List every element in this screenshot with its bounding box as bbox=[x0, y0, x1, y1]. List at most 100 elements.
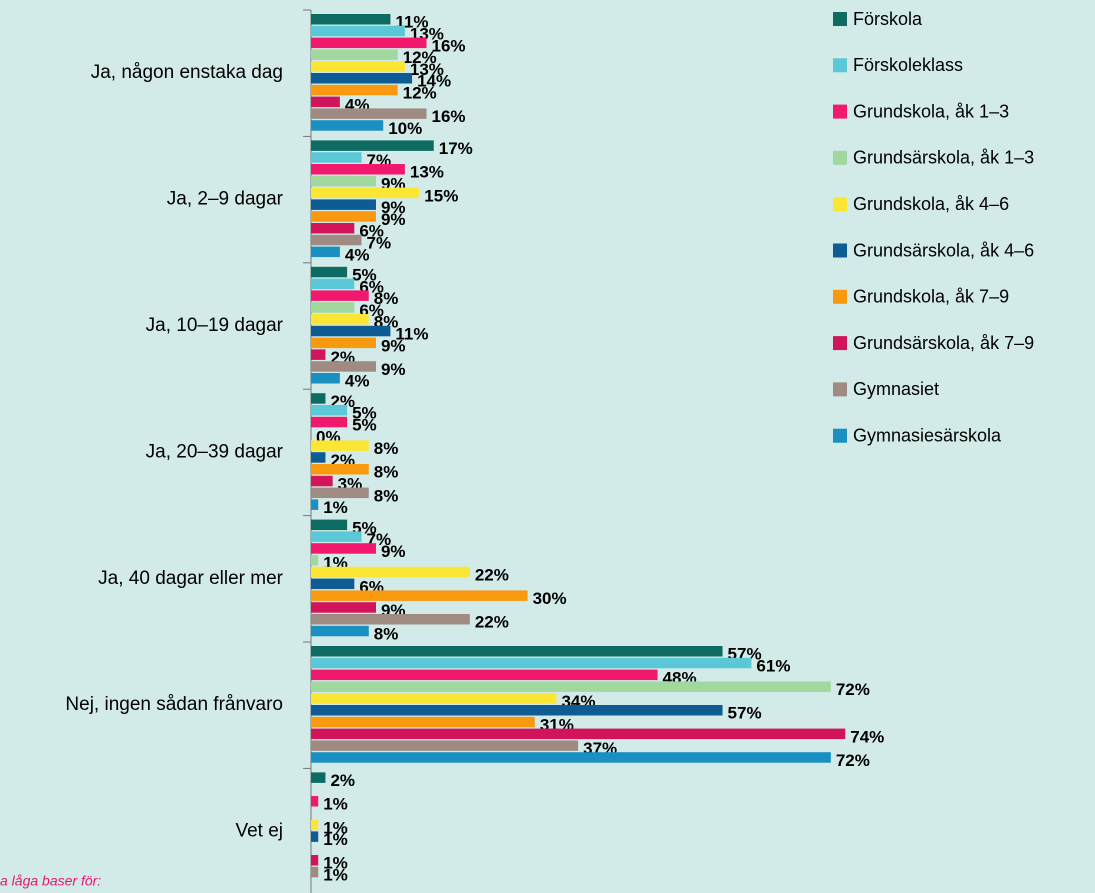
bar bbox=[311, 416, 348, 428]
bar bbox=[311, 866, 319, 878]
value-label: 72% bbox=[836, 751, 870, 770]
legend-swatch bbox=[833, 243, 847, 258]
bar bbox=[311, 499, 319, 510]
bar bbox=[311, 772, 326, 783]
legend-swatch bbox=[833, 336, 847, 351]
bar bbox=[311, 475, 333, 487]
value-label: 9% bbox=[381, 210, 406, 229]
legend-swatch bbox=[833, 428, 847, 443]
legend-swatch bbox=[833, 289, 847, 304]
legend-swatch bbox=[833, 150, 847, 165]
value-label: 8% bbox=[374, 625, 399, 644]
value-label: 16% bbox=[432, 107, 466, 126]
value-label: 57% bbox=[728, 704, 762, 723]
legend-swatch bbox=[833, 197, 847, 212]
value-label: 1% bbox=[323, 830, 348, 849]
value-label: 9% bbox=[381, 336, 406, 355]
category-label: Ja, 20–39 dagar bbox=[146, 441, 284, 462]
bar bbox=[311, 199, 376, 210]
legend-label: Gymnasiesärskola bbox=[853, 425, 1002, 445]
bar bbox=[311, 108, 427, 119]
bar bbox=[311, 855, 319, 866]
bar bbox=[311, 337, 376, 349]
value-label: 7% bbox=[367, 234, 392, 253]
bar bbox=[311, 61, 405, 72]
bar bbox=[311, 49, 398, 60]
bar bbox=[311, 393, 326, 404]
category-label: Vet ej bbox=[235, 821, 283, 842]
value-label: 1% bbox=[323, 866, 348, 885]
category-label: Ja, någon enstaka dag bbox=[91, 62, 283, 83]
value-label: 74% bbox=[850, 727, 884, 746]
value-label: 1% bbox=[323, 818, 348, 837]
bar bbox=[311, 728, 846, 740]
bar bbox=[311, 752, 831, 763]
bar bbox=[311, 211, 376, 222]
category-label: Ja, 2–9 dagar bbox=[167, 189, 284, 210]
legend-label: Förskola bbox=[853, 9, 923, 29]
value-label: 61% bbox=[756, 657, 790, 676]
bar bbox=[311, 73, 413, 84]
value-label: 9% bbox=[381, 542, 406, 561]
bar bbox=[311, 796, 319, 807]
legend-swatch bbox=[833, 382, 847, 397]
value-label: 6% bbox=[359, 222, 384, 241]
value-label: 17% bbox=[439, 139, 473, 158]
bar bbox=[311, 120, 384, 131]
value-label: 16% bbox=[432, 36, 466, 55]
value-label: 5% bbox=[352, 404, 377, 423]
bar bbox=[311, 669, 658, 681]
value-label: 13% bbox=[410, 163, 444, 182]
bar bbox=[311, 531, 362, 542]
bar bbox=[311, 819, 319, 831]
legend-swatch bbox=[833, 12, 847, 26]
value-label: 30% bbox=[533, 589, 567, 608]
bar bbox=[311, 646, 723, 657]
category-label: Ja, 10–19 dagar bbox=[146, 315, 284, 336]
bar bbox=[311, 716, 535, 728]
bar bbox=[311, 740, 579, 751]
bar bbox=[311, 152, 362, 163]
legend-swatch bbox=[833, 58, 847, 73]
bar bbox=[311, 373, 340, 384]
value-label: 22% bbox=[475, 613, 509, 632]
bar bbox=[311, 175, 376, 187]
bar bbox=[311, 37, 427, 49]
legend-label: Grundskola, åk 1–3 bbox=[853, 101, 1009, 121]
legend-label: Förskoleklass bbox=[853, 55, 963, 75]
category-label: Ja, 40 dagar eller mer bbox=[98, 568, 283, 589]
value-label: 5% bbox=[352, 416, 377, 435]
bar bbox=[311, 14, 391, 25]
bar bbox=[311, 590, 528, 601]
bar bbox=[311, 25, 405, 37]
legend-label: Grundsärskola, åk 1–3 bbox=[853, 148, 1034, 168]
value-label: 13% bbox=[410, 60, 444, 79]
value-label: 12% bbox=[403, 48, 437, 67]
value-label: 1% bbox=[323, 854, 348, 873]
value-label: 15% bbox=[424, 186, 458, 205]
value-label: 11% bbox=[395, 325, 428, 344]
bar bbox=[311, 84, 398, 96]
value-label: 72% bbox=[836, 680, 870, 699]
bar bbox=[311, 555, 319, 566]
bar bbox=[311, 349, 326, 360]
value-label: 12% bbox=[403, 84, 437, 103]
value-label: 22% bbox=[475, 566, 509, 585]
value-label: 4% bbox=[345, 372, 370, 391]
bar bbox=[311, 266, 348, 278]
bar bbox=[311, 578, 355, 590]
legend-swatch bbox=[833, 104, 847, 119]
value-label: 8% bbox=[374, 463, 399, 482]
value-label: 1% bbox=[323, 498, 348, 517]
footnote: a låga baser för: bbox=[0, 873, 101, 889]
bar bbox=[311, 187, 420, 199]
bar bbox=[311, 223, 355, 234]
bar bbox=[311, 693, 557, 704]
value-label: 8% bbox=[374, 289, 399, 308]
bar bbox=[311, 657, 752, 669]
legend-label: Grundskola, åk 7–9 bbox=[853, 287, 1009, 307]
bar bbox=[311, 290, 369, 301]
bar bbox=[311, 602, 376, 613]
bar bbox=[311, 625, 369, 637]
bar bbox=[311, 487, 369, 499]
